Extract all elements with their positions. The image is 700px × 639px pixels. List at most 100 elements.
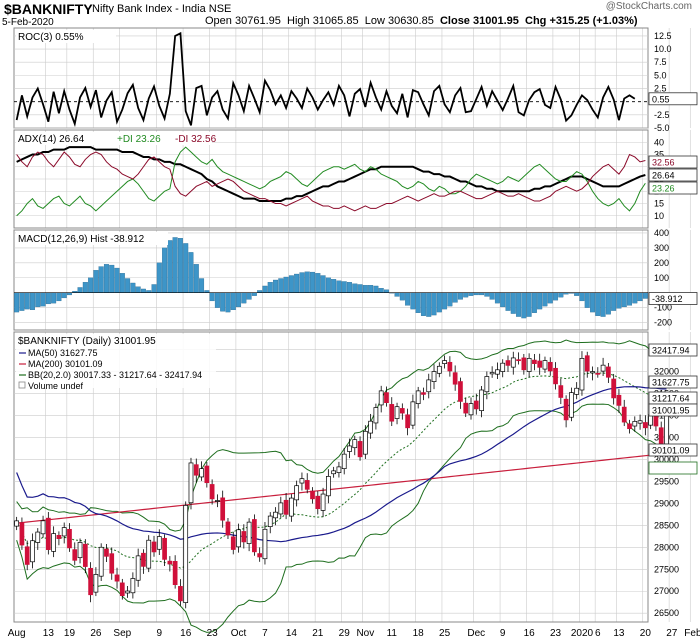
candle-body (521, 357, 527, 371)
candlestick (368, 413, 373, 439)
candlestick (24, 540, 30, 571)
x-tick-label: 9 (157, 628, 163, 639)
legend-entry: MA(50) 31627.75 (28, 348, 98, 358)
candlestick (384, 386, 389, 407)
candlestick (183, 501, 189, 609)
candle-body (262, 528, 268, 560)
candlestick (178, 579, 183, 606)
macd-hist-bar (616, 292, 622, 309)
candlestick (146, 535, 152, 573)
high-value: 31065.85 (312, 15, 359, 27)
candlestick (77, 538, 83, 564)
candlestick (463, 398, 469, 418)
candle-body (569, 392, 574, 418)
macd-hist-bar (135, 286, 141, 293)
candle-body (119, 582, 125, 596)
candle-body (199, 468, 204, 478)
x-tick-label: Feb (684, 628, 700, 639)
candle-body (289, 497, 294, 517)
candle-body (606, 366, 611, 378)
macd-hist-bar (283, 276, 289, 293)
macd-hist-bar (642, 292, 648, 299)
candlestick (431, 364, 437, 390)
macd-hist-bar (156, 262, 162, 293)
candle-body (431, 371, 437, 383)
candle-body (167, 560, 173, 565)
candle-body (273, 511, 278, 519)
candle-body (447, 361, 453, 372)
y-tick-label: 29500 (654, 476, 679, 486)
y-tick-label: 300 (654, 243, 669, 253)
x-tick-label: 25 (439, 628, 451, 639)
candlestick (289, 494, 294, 522)
adx-last-value-box (648, 168, 698, 182)
macd-hist-bar (246, 292, 252, 300)
adx-title: ADX(14) 26.64 (18, 134, 85, 145)
candlestick (479, 386, 484, 418)
macd-hist-bar (447, 292, 453, 307)
macd-hist-bar (77, 287, 83, 293)
candlestick (410, 394, 416, 430)
price-last-value: 31217.64 (652, 394, 690, 404)
macd-hist-bar (500, 292, 506, 308)
candle-body (405, 414, 410, 429)
candlestick (521, 353, 527, 375)
candle-body (632, 421, 638, 427)
x-tick-label: 13 (43, 628, 55, 639)
macd-hist-bar (236, 292, 242, 308)
candlestick (193, 458, 199, 483)
candlestick (590, 366, 595, 381)
candle-body (600, 364, 606, 372)
macd-hist-bar (82, 282, 88, 293)
candle-body (72, 549, 78, 561)
candle-body (384, 392, 389, 404)
candle-body (584, 355, 590, 372)
candlestick (72, 542, 78, 566)
macd-hist-bar (278, 278, 284, 293)
x-tick-label: 20 (640, 628, 652, 639)
candle-body (172, 561, 178, 586)
macd-hist-bar (473, 292, 479, 296)
macd-hist-bar (346, 282, 352, 293)
x-tick-label: 16 (180, 628, 192, 639)
candlestick (558, 378, 564, 405)
macd-hist-bar (140, 288, 146, 293)
price-last-value: 32417.94 (652, 346, 690, 356)
candlestick (447, 356, 453, 377)
candlestick (299, 472, 305, 491)
macd-hist-bar (56, 292, 62, 302)
candle-body (61, 527, 67, 537)
macd-hist-bar (183, 243, 189, 293)
macd-hist-bar (273, 279, 279, 293)
ohlc-summary: Open 30761.95 High 31065.85 Low 30630.85… (205, 15, 638, 27)
macd-hist-bar (595, 292, 601, 316)
macd-hist-bar (119, 273, 125, 293)
x-tick-label: 2020 (571, 628, 594, 639)
candlestick (104, 543, 109, 563)
candlestick (162, 534, 167, 566)
candle-body (463, 402, 469, 414)
candlestick (326, 469, 331, 504)
candlestick (30, 533, 35, 569)
candle-body (621, 406, 627, 423)
stockcharts-watermark[interactable]: @StockCharts.com (605, 1, 692, 12)
candlestick (637, 414, 643, 430)
candle-body (304, 480, 310, 490)
candle-body (125, 590, 130, 594)
candlestick (336, 461, 342, 478)
candlestick (204, 462, 210, 488)
exchange-label: Nifty Bank Index - India NSE (92, 3, 232, 15)
candlestick (563, 395, 569, 428)
candle-body (225, 521, 231, 536)
macd-hist-bar (584, 292, 590, 308)
macd-hist-bar (267, 282, 273, 293)
y-tick-label: 27500 (654, 564, 679, 574)
candle-body (24, 546, 30, 565)
x-tick-label: 29 (339, 628, 351, 639)
macd-hist-bar (294, 273, 300, 293)
macd-hist-bar (88, 277, 94, 293)
candlestick (595, 367, 601, 378)
candlestick (141, 549, 146, 574)
candle-body (310, 490, 315, 500)
